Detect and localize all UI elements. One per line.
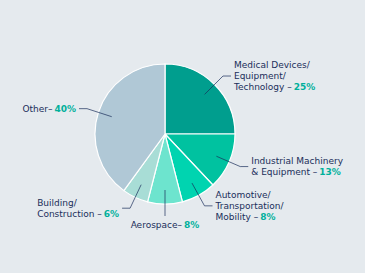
data-label: 13% — [319, 167, 341, 177]
labels: Medical Devices/Equipment/Technology –25… — [22, 60, 343, 229]
data-label: 40% — [54, 104, 76, 114]
connector — [79, 109, 112, 117]
slice-label: Medical Devices/ — [234, 60, 311, 70]
slice-label: Construction – — [37, 209, 102, 219]
slice-label: Other– — [22, 104, 53, 114]
slice-label: Building/ — [37, 198, 78, 208]
slice-label: Automotive/ — [216, 190, 272, 200]
slice-label: Technology – — [233, 82, 292, 92]
slice-label: Industrial Machinery — [251, 156, 343, 166]
connector — [122, 185, 141, 209]
slice-label: Aerospace– — [131, 220, 183, 230]
slice — [165, 64, 235, 134]
background — [0, 0, 365, 273]
connector — [205, 76, 231, 94]
data-label: 8% — [260, 212, 275, 222]
data-label: 6% — [104, 209, 119, 219]
data-label: 25% — [294, 82, 316, 92]
data-label: 8% — [184, 220, 199, 230]
slice-label: & Equipment – — [251, 167, 318, 177]
connector — [165, 190, 166, 216]
slices — [95, 64, 235, 204]
slice-label: Equipment/ — [234, 71, 287, 81]
slice-label: Mobility – — [216, 212, 259, 222]
connector — [216, 156, 248, 166]
pie-chart: Medical Devices/Equipment/Technology –25… — [0, 0, 365, 273]
connector — [192, 183, 213, 206]
slice-label: Transportation/ — [215, 201, 285, 211]
slice — [95, 64, 165, 191]
